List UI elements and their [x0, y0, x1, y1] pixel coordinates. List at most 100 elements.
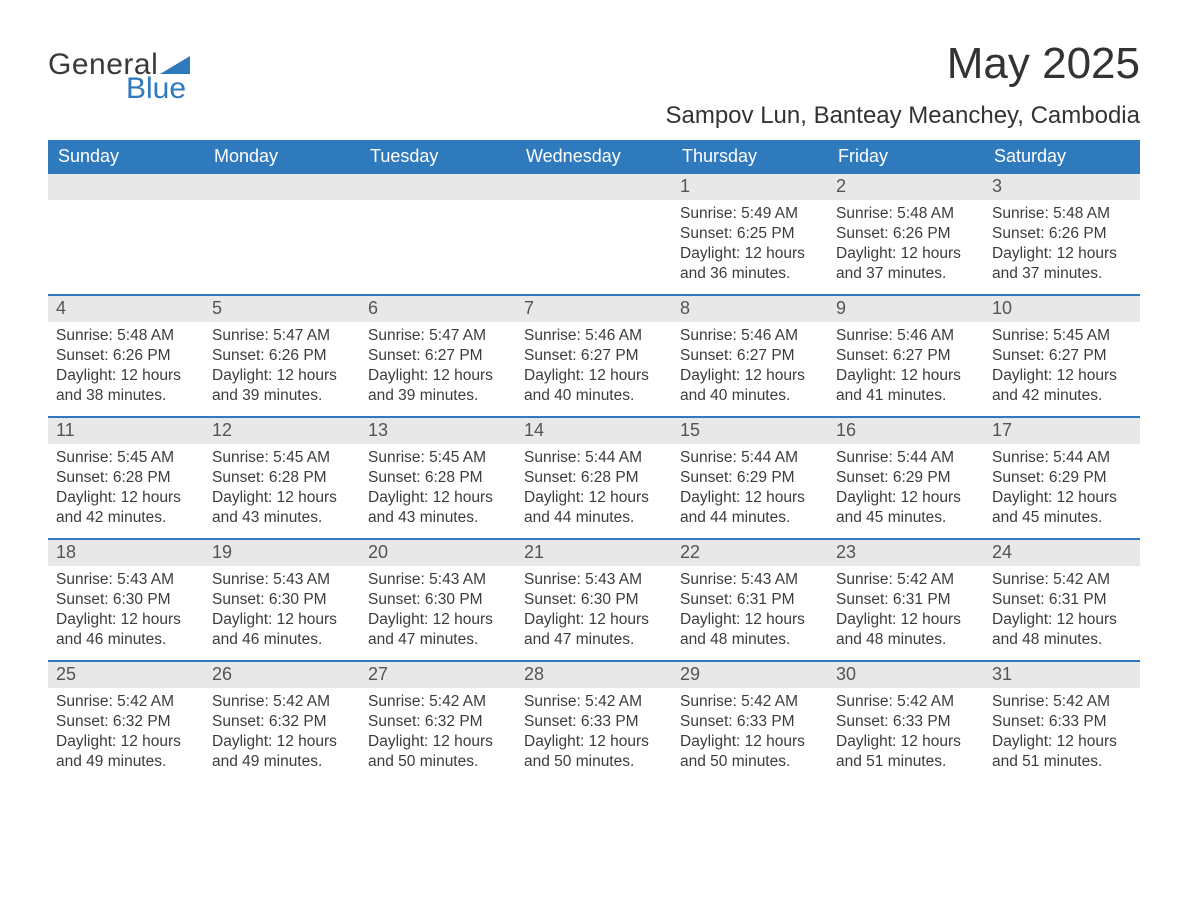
- calendar-day: 22Sunrise: 5:43 AMSunset: 6:31 PMDayligh…: [672, 540, 828, 660]
- day-details: Sunrise: 5:45 AMSunset: 6:28 PMDaylight:…: [204, 444, 360, 533]
- sunset-line: Sunset: 6:26 PM: [836, 224, 976, 244]
- logo: General Blue: [48, 40, 190, 104]
- day-details: Sunrise: 5:45 AMSunset: 6:28 PMDaylight:…: [360, 444, 516, 533]
- sunset-line: Sunset: 6:26 PM: [56, 346, 196, 366]
- daylight-line: Daylight: 12 hours and 41 minutes.: [836, 366, 976, 406]
- sunset-line: Sunset: 6:31 PM: [992, 590, 1132, 610]
- sunset-line: Sunset: 6:29 PM: [992, 468, 1132, 488]
- calendar-empty-cell: [360, 174, 516, 294]
- day-number: 27: [360, 662, 516, 688]
- day-number: 1: [672, 174, 828, 200]
- day-details: Sunrise: 5:48 AMSunset: 6:26 PMDaylight:…: [984, 200, 1140, 289]
- daylight-line: Daylight: 12 hours and 51 minutes.: [836, 732, 976, 772]
- sunrise-line: Sunrise: 5:45 AM: [56, 448, 196, 468]
- calendar-day: 11Sunrise: 5:45 AMSunset: 6:28 PMDayligh…: [48, 418, 204, 538]
- sunrise-line: Sunrise: 5:42 AM: [368, 692, 508, 712]
- daylight-line: Daylight: 12 hours and 44 minutes.: [680, 488, 820, 528]
- day-number: 22: [672, 540, 828, 566]
- calendar-week: 11Sunrise: 5:45 AMSunset: 6:28 PMDayligh…: [48, 416, 1140, 538]
- daylight-line: Daylight: 12 hours and 51 minutes.: [992, 732, 1132, 772]
- day-number: 9: [828, 296, 984, 322]
- sunrise-line: Sunrise: 5:42 AM: [524, 692, 664, 712]
- sunrise-line: Sunrise: 5:44 AM: [524, 448, 664, 468]
- daylight-line: Daylight: 12 hours and 43 minutes.: [212, 488, 352, 528]
- sunset-line: Sunset: 6:29 PM: [836, 468, 976, 488]
- sunset-line: Sunset: 6:33 PM: [992, 712, 1132, 732]
- sunrise-line: Sunrise: 5:45 AM: [992, 326, 1132, 346]
- calendar-day: 18Sunrise: 5:43 AMSunset: 6:30 PMDayligh…: [48, 540, 204, 660]
- calendar-day: 16Sunrise: 5:44 AMSunset: 6:29 PMDayligh…: [828, 418, 984, 538]
- daylight-line: Daylight: 12 hours and 37 minutes.: [836, 244, 976, 284]
- calendar-weeks: 1Sunrise: 5:49 AMSunset: 6:25 PMDaylight…: [48, 174, 1140, 782]
- month-title: May 2025: [665, 40, 1140, 88]
- day-details: Sunrise: 5:42 AMSunset: 6:33 PMDaylight:…: [672, 688, 828, 777]
- day-number: 18: [48, 540, 204, 566]
- day-details: [360, 200, 516, 210]
- day-number: 2: [828, 174, 984, 200]
- day-details: Sunrise: 5:43 AMSunset: 6:30 PMDaylight:…: [48, 566, 204, 655]
- day-details: Sunrise: 5:48 AMSunset: 6:26 PMDaylight:…: [828, 200, 984, 289]
- calendar-day: 23Sunrise: 5:42 AMSunset: 6:31 PMDayligh…: [828, 540, 984, 660]
- sunrise-line: Sunrise: 5:45 AM: [368, 448, 508, 468]
- sunrise-line: Sunrise: 5:44 AM: [680, 448, 820, 468]
- calendar-day: 28Sunrise: 5:42 AMSunset: 6:33 PMDayligh…: [516, 662, 672, 782]
- sunset-line: Sunset: 6:28 PM: [368, 468, 508, 488]
- daylight-line: Daylight: 12 hours and 49 minutes.: [212, 732, 352, 772]
- day-details: Sunrise: 5:43 AMSunset: 6:30 PMDaylight:…: [204, 566, 360, 655]
- calendar-week: 25Sunrise: 5:42 AMSunset: 6:32 PMDayligh…: [48, 660, 1140, 782]
- day-details: Sunrise: 5:43 AMSunset: 6:31 PMDaylight:…: [672, 566, 828, 655]
- sunset-line: Sunset: 6:26 PM: [992, 224, 1132, 244]
- day-number: [204, 174, 360, 200]
- calendar: SundayMondayTuesdayWednesdayThursdayFrid…: [48, 140, 1140, 782]
- day-number: [48, 174, 204, 200]
- sunrise-line: Sunrise: 5:43 AM: [56, 570, 196, 590]
- day-details: Sunrise: 5:42 AMSunset: 6:31 PMDaylight:…: [828, 566, 984, 655]
- day-number: 30: [828, 662, 984, 688]
- sunrise-line: Sunrise: 5:47 AM: [212, 326, 352, 346]
- calendar-day: 1Sunrise: 5:49 AMSunset: 6:25 PMDaylight…: [672, 174, 828, 294]
- day-details: Sunrise: 5:44 AMSunset: 6:29 PMDaylight:…: [984, 444, 1140, 533]
- day-number: 16: [828, 418, 984, 444]
- calendar-week: 4Sunrise: 5:48 AMSunset: 6:26 PMDaylight…: [48, 294, 1140, 416]
- daylight-line: Daylight: 12 hours and 50 minutes.: [680, 732, 820, 772]
- calendar-day: 12Sunrise: 5:45 AMSunset: 6:28 PMDayligh…: [204, 418, 360, 538]
- calendar-week: 1Sunrise: 5:49 AMSunset: 6:25 PMDaylight…: [48, 174, 1140, 294]
- weekday-header: Sunday: [48, 140, 204, 174]
- calendar-day: 25Sunrise: 5:42 AMSunset: 6:32 PMDayligh…: [48, 662, 204, 782]
- daylight-line: Daylight: 12 hours and 42 minutes.: [56, 488, 196, 528]
- day-details: Sunrise: 5:42 AMSunset: 6:31 PMDaylight:…: [984, 566, 1140, 655]
- sunrise-line: Sunrise: 5:46 AM: [680, 326, 820, 346]
- calendar-day: 20Sunrise: 5:43 AMSunset: 6:30 PMDayligh…: [360, 540, 516, 660]
- sunrise-line: Sunrise: 5:43 AM: [524, 570, 664, 590]
- daylight-line: Daylight: 12 hours and 37 minutes.: [992, 244, 1132, 284]
- calendar-day: 2Sunrise: 5:48 AMSunset: 6:26 PMDaylight…: [828, 174, 984, 294]
- sunset-line: Sunset: 6:30 PM: [368, 590, 508, 610]
- calendar-empty-cell: [48, 174, 204, 294]
- sunrise-line: Sunrise: 5:42 AM: [992, 692, 1132, 712]
- calendar-day: 26Sunrise: 5:42 AMSunset: 6:32 PMDayligh…: [204, 662, 360, 782]
- sunset-line: Sunset: 6:30 PM: [212, 590, 352, 610]
- calendar-day: 4Sunrise: 5:48 AMSunset: 6:26 PMDaylight…: [48, 296, 204, 416]
- calendar-day: 6Sunrise: 5:47 AMSunset: 6:27 PMDaylight…: [360, 296, 516, 416]
- day-details: [48, 200, 204, 210]
- day-number: 11: [48, 418, 204, 444]
- sunset-line: Sunset: 6:29 PM: [680, 468, 820, 488]
- daylight-line: Daylight: 12 hours and 45 minutes.: [836, 488, 976, 528]
- daylight-line: Daylight: 12 hours and 46 minutes.: [212, 610, 352, 650]
- sunrise-line: Sunrise: 5:43 AM: [212, 570, 352, 590]
- calendar-day: 5Sunrise: 5:47 AMSunset: 6:26 PMDaylight…: [204, 296, 360, 416]
- sunrise-line: Sunrise: 5:45 AM: [212, 448, 352, 468]
- sunset-line: Sunset: 6:25 PM: [680, 224, 820, 244]
- day-number: 20: [360, 540, 516, 566]
- sunset-line: Sunset: 6:33 PM: [524, 712, 664, 732]
- day-number: [360, 174, 516, 200]
- daylight-line: Daylight: 12 hours and 36 minutes.: [680, 244, 820, 284]
- daylight-line: Daylight: 12 hours and 44 minutes.: [524, 488, 664, 528]
- sunrise-line: Sunrise: 5:42 AM: [56, 692, 196, 712]
- day-details: Sunrise: 5:42 AMSunset: 6:33 PMDaylight:…: [828, 688, 984, 777]
- day-number: 31: [984, 662, 1140, 688]
- daylight-line: Daylight: 12 hours and 40 minutes.: [524, 366, 664, 406]
- day-details: Sunrise: 5:44 AMSunset: 6:29 PMDaylight:…: [672, 444, 828, 533]
- day-number: 6: [360, 296, 516, 322]
- calendar-day: 15Sunrise: 5:44 AMSunset: 6:29 PMDayligh…: [672, 418, 828, 538]
